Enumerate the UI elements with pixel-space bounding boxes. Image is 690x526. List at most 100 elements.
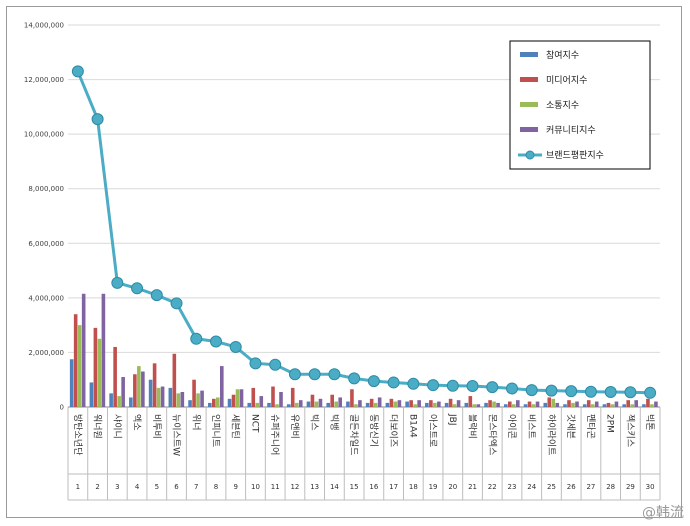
bar [594,401,599,407]
line-point [150,289,163,302]
bar [286,404,291,407]
bar [433,402,437,407]
category-label: 뉴이스트W [171,414,182,456]
line-point [288,368,301,381]
bar [586,400,591,407]
line-point [170,297,183,310]
rank-label: 21 [468,483,477,491]
rank-label: 2 [95,483,99,491]
bar [338,397,342,407]
bar [271,386,275,407]
bar [180,391,185,407]
bar [121,376,125,407]
rank-label: 29 [626,483,635,491]
y-tick-label: 6,000,000 [28,240,64,248]
bar [137,366,141,407]
bar [555,402,560,407]
bar [235,389,240,407]
legend-label: 브랜드평판지수 [546,150,604,161]
bar [354,404,358,407]
category-label: 비스트 [526,414,537,439]
category-label: 몬스타엑스 [486,414,498,455]
bar [212,398,216,407]
bar [310,394,315,407]
bar [227,398,232,407]
rank-label: 7 [194,483,198,491]
category-label: 아스트로 [427,414,438,447]
bar [476,404,481,407]
bar [535,401,540,407]
bar [129,397,133,407]
bar [318,398,323,407]
bar [133,374,137,407]
bar [208,402,212,407]
category-label: 워너원 [92,414,103,439]
bar [630,404,634,407]
bar [168,387,173,407]
bar [358,400,362,407]
rank-label: 28 [606,483,615,491]
rank-label: 5 [155,483,159,491]
bar [413,404,417,407]
rank-label: 1 [76,483,80,491]
line-point [367,375,380,388]
bar [512,404,516,407]
y-tick-label: 0 [60,404,64,412]
legend-label: 미디어지수 [546,75,587,86]
line-point [446,379,459,392]
rank-label: 27 [586,483,595,491]
line-point [584,385,597,398]
bar [492,401,496,407]
legend-swatch [520,127,538,132]
rank-label: 16 [369,483,378,491]
bar [650,404,654,407]
line-point [91,113,104,126]
rank-label: 9 [233,483,237,491]
bar [405,401,409,407]
line-point [407,377,420,390]
bar [216,397,220,407]
line-point [131,282,144,295]
bar [622,404,626,407]
bar [642,404,646,407]
bar [93,327,98,407]
line-point [111,276,124,289]
bar [101,293,106,407]
rank-label: 25 [547,483,556,491]
rank-label: 26 [567,483,576,491]
category-label: 젝스키스 [624,414,635,447]
bar [606,402,611,407]
bar [488,400,492,407]
bar [160,386,165,407]
line-point [269,358,282,371]
bar [247,402,252,407]
rank-label: 10 [251,483,260,491]
bar [109,393,113,407]
bar [448,398,453,407]
category-label: B1A4 [407,414,417,438]
line-point [506,382,518,395]
bar [563,404,567,407]
bar [429,400,433,407]
y-tick-label: 10,000,000 [24,131,64,139]
category-label: 샤이니 [111,414,122,439]
bar [484,402,488,407]
bar [176,393,181,407]
bar [275,404,279,407]
legend-label: 참여지수 [546,49,579,61]
bar [551,398,556,407]
bar [654,401,658,407]
bar [516,400,520,407]
legend-swatch [520,102,538,107]
bar [314,401,319,407]
line-point [229,340,242,353]
bar [531,404,536,407]
watermark-text: @韩流 [642,505,684,521]
category-label: 아이콘 [506,414,517,439]
bar [89,382,94,407]
bar [152,363,157,407]
legend-swatch-marker [525,150,535,160]
bar [508,401,512,407]
line-point [387,376,400,389]
